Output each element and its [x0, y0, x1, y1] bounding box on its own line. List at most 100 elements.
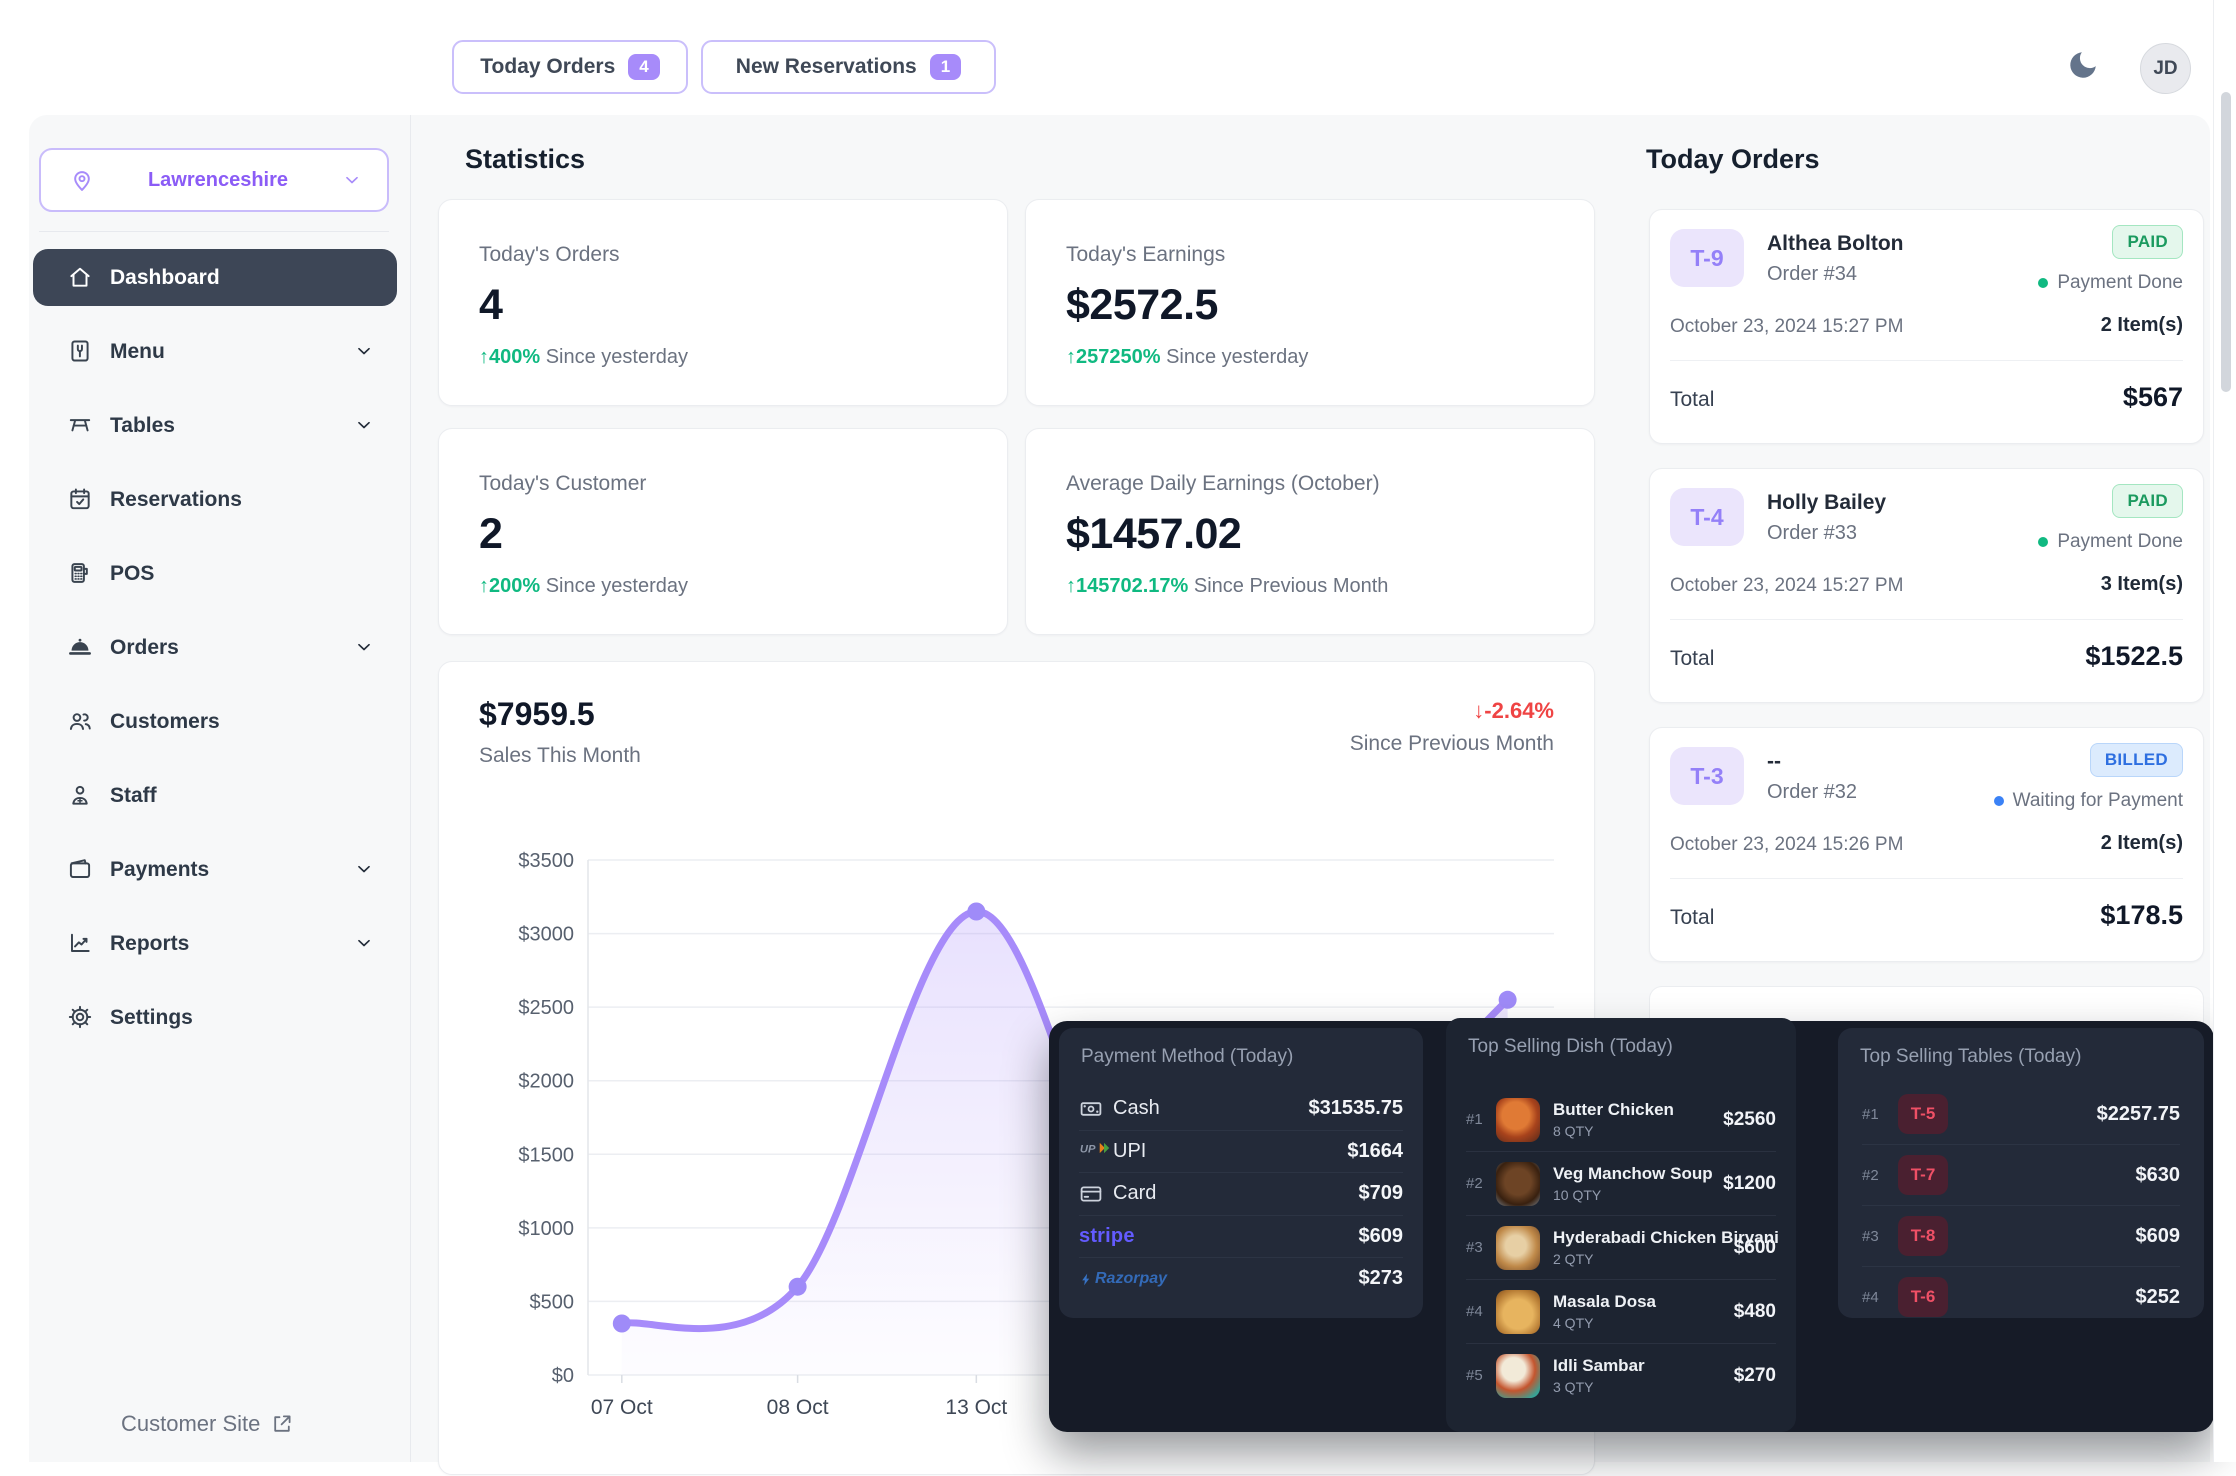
- sidebar-item-label: Tables: [110, 413, 175, 437]
- location-selector[interactable]: Lawrenceshire: [39, 148, 389, 212]
- payment-method-amount: $609: [1358, 1224, 1404, 1247]
- users-icon: [67, 708, 95, 736]
- sidebar-item-payments[interactable]: Payments: [33, 841, 397, 898]
- top-table-row: #4 T-6 $252: [1862, 1267, 2180, 1327]
- stat-card-label: Average Daily Earnings (October): [1066, 472, 1380, 495]
- table-chip: T-6: [1898, 1277, 1948, 1317]
- customer-site-link[interactable]: Customer Site: [121, 1411, 294, 1437]
- sidebar-item-label: Menu: [110, 339, 165, 363]
- order-card-divider: [1670, 619, 2183, 620]
- dish-rank: #5: [1466, 1367, 1483, 1384]
- sales-subtitle: Sales This Month: [479, 744, 641, 767]
- payment-method-name: Cash: [1113, 1097, 1160, 1120]
- top-dish-row: #2 Veg Manchow Soup 10 QTY $1200: [1466, 1152, 1776, 1216]
- stat-card-delta-note: Since yesterday: [1166, 346, 1309, 368]
- dish-amount: $480: [1733, 1300, 1776, 1322]
- today-orders-heading: Today Orders: [1646, 144, 1820, 174]
- order-card[interactable]: T-9 Althea Bolton Order #34 PAID Payment Don…: [1649, 209, 2204, 444]
- report-chart-icon: [67, 930, 95, 958]
- page-scrollbar-thumb[interactable]: [2221, 92, 2231, 392]
- payment-method-amount: $709: [1358, 1182, 1404, 1205]
- new-reservations-button[interactable]: New Reservations 1: [701, 40, 996, 94]
- order-total-value: $178.5: [2100, 900, 2183, 930]
- top-dish-row: #4 Masala Dosa 4 QTY $480: [1466, 1280, 1776, 1344]
- order-status-badge: BILLED: [2089, 743, 2183, 777]
- sidebar-item-orders[interactable]: Orders: [33, 619, 397, 676]
- today-orders-button[interactable]: Today Orders 4: [452, 40, 688, 94]
- sidebar: Lawrenceshire Dashboard Menu Tables Reserva…: [29, 115, 411, 1462]
- pos-terminal-icon: [67, 560, 95, 588]
- payment-method-name: Card: [1113, 1182, 1157, 1205]
- card-icon: [1079, 1182, 1103, 1206]
- sidebar-item-pos[interactable]: POS: [33, 545, 397, 602]
- table-amount: $252: [2135, 1285, 2181, 1308]
- stat-card-value: $1457.02: [1066, 510, 1242, 558]
- sidebar-item-dashboard[interactable]: Dashboard: [33, 249, 397, 306]
- order-status-note-text: Waiting for Payment: [2012, 790, 2183, 811]
- table-chip: T-7: [1898, 1155, 1948, 1195]
- delta-up-arrow-icon: ↑: [1066, 346, 1076, 368]
- payment-method-amount: $1664: [1347, 1139, 1403, 1162]
- stat-card-delta-percent: 145702.17%: [1076, 575, 1189, 597]
- svg-text:13 Oct: 13 Oct: [945, 1396, 1007, 1419]
- dark-mode-toggle[interactable]: [2060, 42, 2106, 88]
- svg-text:$1000: $1000: [518, 1218, 574, 1240]
- sales-total: $7959.5: [479, 696, 595, 732]
- dish-name: Butter Chicken: [1553, 1099, 1674, 1119]
- sidebar-item-staff[interactable]: Staff: [33, 767, 397, 824]
- top-dish-row: #5 Idli Sambar 3 QTY $270: [1466, 1344, 1776, 1407]
- stat-card-label: Today's Orders: [479, 243, 620, 266]
- location-pin-icon: [69, 167, 95, 193]
- avatar[interactable]: JD: [2140, 43, 2191, 94]
- order-number: Order #32: [1767, 781, 1858, 803]
- sales-delta: ↓-2.64%: [1473, 698, 1554, 723]
- sidebar-item-tables[interactable]: Tables: [33, 397, 397, 454]
- table-chip: T-8: [1898, 1216, 1948, 1256]
- table-rank: #2: [1862, 1166, 1879, 1184]
- sidebar-item-customers[interactable]: Customers: [33, 693, 397, 750]
- svg-text:$2500: $2500: [518, 997, 574, 1019]
- dish-image-veg-manchow-soup: [1496, 1161, 1540, 1206]
- top-selling-dish-title: Top Selling Dish (Today): [1468, 1036, 1673, 1057]
- table-rank: #4: [1862, 1288, 1879, 1306]
- svg-text:UP: UP: [1080, 1144, 1096, 1156]
- lightning-bolt-icon: [1079, 1271, 1093, 1287]
- sidebar-item-reports[interactable]: Reports: [33, 915, 397, 972]
- order-status-note: Payment Done: [2038, 272, 2183, 294]
- table-chip: T-5: [1898, 1094, 1948, 1134]
- table-chip: T-3: [1670, 747, 1744, 805]
- chevron-down-icon: [353, 858, 375, 880]
- sidebar-item-menu[interactable]: Menu: [33, 323, 397, 380]
- stat-card-delta-percent: 257250%: [1076, 346, 1161, 368]
- dish-image-idli-sambar: [1496, 1353, 1540, 1398]
- stat-card: Average Daily Earnings (October) $1457.02…: [1025, 428, 1595, 635]
- order-card[interactable]: T-4 Holly Bailey Order #33 PAID Payment Done…: [1649, 468, 2204, 703]
- order-status-note-text: Payment Done: [2057, 272, 2183, 293]
- table-amount: $2257.75: [2096, 1102, 2180, 1125]
- table-icon: [67, 412, 95, 440]
- stat-card-label: Today's Earnings: [1066, 243, 1226, 266]
- location-label: Lawrenceshire: [147, 168, 289, 191]
- order-card[interactable]: T-3 -- Order #32 BILLED Waiting for Payment O…: [1649, 727, 2204, 962]
- top-selling-tables-title: Top Selling Tables (Today): [1860, 1046, 2082, 1067]
- sidebar-item-settings[interactable]: Settings: [33, 989, 397, 1046]
- svg-text:$1500: $1500: [518, 1144, 574, 1166]
- order-total-label: Total: [1670, 388, 1715, 411]
- sidebar-item-reservations[interactable]: Reservations: [33, 471, 397, 528]
- top-selling-dish-panel: Top Selling Dish (Today) #1 Butter Chicke…: [1446, 1018, 1796, 1432]
- sidebar-item-label: Settings: [110, 1005, 193, 1029]
- page-scrollbar-track: [2213, 0, 2236, 1462]
- chevron-down-icon: [353, 340, 375, 362]
- svg-text:$2000: $2000: [518, 1071, 574, 1093]
- top-selling-tables-rows: #1 T-5 $2257.75 #2 T-7 $630 #3 T-8 $609 #4 T-6 $252: [1862, 1084, 2180, 1327]
- dish-image-butter-chicken: [1496, 1097, 1540, 1142]
- order-number: Order #34: [1767, 263, 1858, 285]
- order-status-badge: PAID: [2112, 225, 2183, 259]
- cloche-icon: [67, 634, 95, 662]
- delta-up-arrow-icon: ↑: [479, 346, 489, 368]
- stat-card-label: Today's Customer: [479, 472, 647, 495]
- upi-logo: UP: [1079, 1139, 1110, 1163]
- order-item-count: 3 Item(s): [2100, 573, 2183, 595]
- new-reservations-button-label: New Reservations: [735, 55, 917, 78]
- customer-site-label: Customer Site: [121, 1411, 261, 1436]
